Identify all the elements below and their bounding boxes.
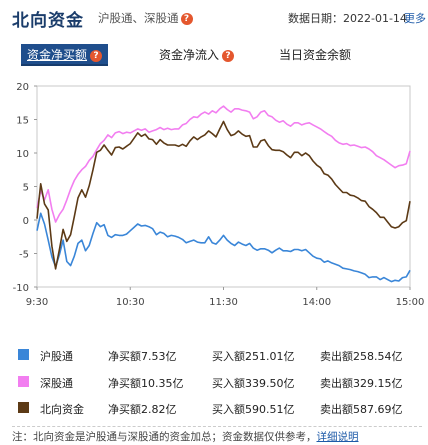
- y-tick-label: 0: [23, 216, 29, 227]
- x-tick-label: 9:30: [26, 297, 48, 308]
- more-link[interactable]: 更多: [404, 12, 426, 25]
- tab-daily-balance-label: 当日资金余额: [279, 48, 352, 62]
- legend-sell-amount: 卖出额329.15亿: [320, 377, 403, 390]
- help-icon[interactable]: ?: [180, 13, 193, 25]
- details-link[interactable]: 详细说明: [316, 431, 359, 443]
- legend-swatch: [18, 376, 29, 387]
- y-tick-label: 15: [16, 116, 29, 127]
- tab-net-inflow-label: 资金净流入: [159, 48, 220, 62]
- page-title: 北向资金: [12, 11, 84, 31]
- legend-sell-amount: 卖出额587.69亿: [320, 403, 403, 416]
- legend-swatch: [18, 402, 29, 413]
- legend-net-buy: 净买额10.35亿: [108, 377, 184, 390]
- series-line-2: [36, 120, 411, 270]
- footnote-text: 注：北向资金是沪股通与深股通的资金加总；资金数据仅供参考，: [12, 431, 317, 443]
- legend-buy-amount: 买入额251.01亿: [212, 350, 295, 363]
- footnote: 注：北向资金是沪股通与深股通的资金加总；资金数据仅供参考，详细说明: [12, 426, 422, 444]
- page-subtitle: 沪股通、深股通?: [98, 10, 193, 26]
- legend-row-sgt: 深股通 净买额10.35亿 买入额339.50亿 卖出额329.15亿: [0, 373, 428, 393]
- legend-name: 北向资金: [40, 403, 84, 416]
- legend-name: 深股通: [40, 377, 73, 390]
- chart-axes: 20 15 10 5 0 -5 -10 9:30 10:30 11:30 14:00 15:00: [13, 82, 425, 308]
- north-fund-chart: 20 15 10 5 0 -5 -10 9:30 10:30 11:30 14:00 15:00: [13, 82, 425, 308]
- tab-net-buy[interactable]: 资金净买额?: [21, 44, 109, 66]
- x-tick-label: 10:30: [116, 297, 145, 308]
- series-line-1: [36, 105, 411, 223]
- legend-net-buy: 净买额7.53亿: [108, 350, 177, 363]
- y-tick-label: 10: [16, 149, 29, 160]
- legend-net-buy: 净买额2.82亿: [108, 403, 177, 416]
- help-icon[interactable]: ?: [222, 50, 235, 62]
- legend-row-north: 北向资金 净买额2.82亿 买入额590.51亿 卖出额587.69亿: [0, 399, 428, 419]
- y-tick-label: 5: [23, 183, 29, 194]
- legend-buy-amount: 买入额339.50亿: [212, 377, 295, 390]
- tab-daily-balance[interactable]: 当日资金余额: [279, 44, 351, 66]
- subtitle-text: 沪股通、深股通: [98, 11, 179, 25]
- legend-name: 沪股通: [40, 350, 73, 363]
- y-tick-label: -10: [13, 283, 29, 294]
- header: 北向资金 沪股通、深股通? 数据日期：2022-01-14 更多: [0, 0, 428, 34]
- tab-net-inflow[interactable]: 资金净流入?: [159, 44, 235, 66]
- legend-row-hgt: 沪股通 净买额7.53亿 买入额251.01亿 卖出额258.54亿: [0, 346, 428, 366]
- y-tick-label: -5: [19, 250, 29, 261]
- y-tick-label: 20: [16, 82, 29, 93]
- x-tick-label: 15:00: [396, 297, 425, 308]
- help-icon[interactable]: ?: [90, 50, 103, 62]
- tab-net-buy-label: 资金净买额: [27, 48, 88, 62]
- chart-lines: [36, 105, 411, 283]
- data-date-label: 数据日期：2022-01-14: [288, 12, 407, 25]
- x-tick-label: 11:30: [209, 297, 238, 308]
- legend-sell-amount: 卖出额258.54亿: [320, 350, 403, 363]
- tab-bar: 资金净买额? 资金净流入? 当日资金余额: [21, 44, 421, 66]
- legend-swatch: [18, 349, 29, 360]
- legend-buy-amount: 买入额590.51亿: [212, 403, 295, 416]
- x-tick-label: 14:00: [302, 297, 331, 308]
- plot-frame: [36, 85, 411, 288]
- series-line-0: [36, 212, 411, 283]
